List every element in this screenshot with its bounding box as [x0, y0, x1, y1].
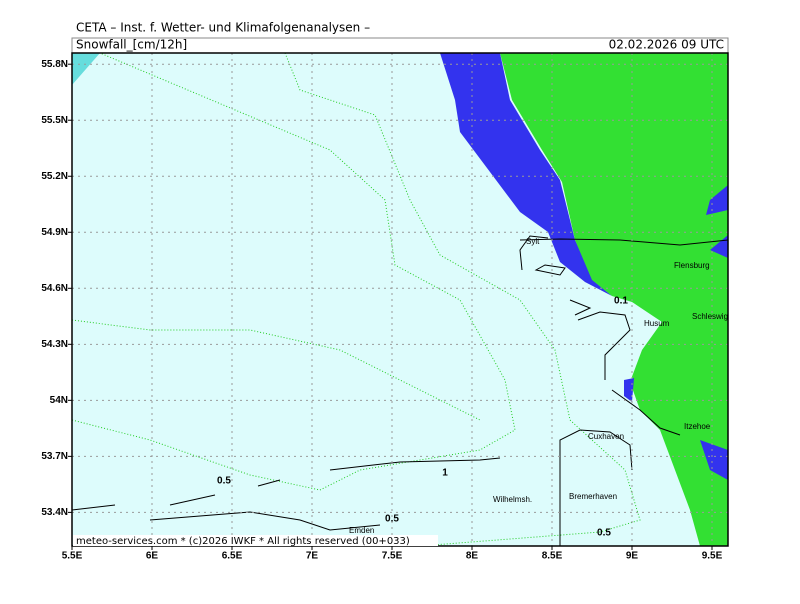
y-tick-label: 54.6N — [41, 283, 68, 294]
place-label: Schleswig — [692, 312, 728, 321]
river — [611, 389, 681, 436]
x-tick-label: 7E — [306, 551, 319, 562]
unmodelled-water — [440, 53, 612, 296]
y-tick-label: 55.8N — [41, 59, 68, 70]
border-line — [519, 238, 728, 246]
header-title: CETA – Inst. f. Wetter- und Klimafolgena… — [76, 21, 370, 35]
y-tick-label: 55.5N — [41, 115, 68, 126]
place-label: Cuxhaven — [588, 432, 624, 441]
contour-label: 0.1 — [614, 296, 628, 307]
place-label: Itzehoe — [684, 422, 711, 431]
x-tick-label: 7.5E — [382, 551, 403, 562]
x-tick-label: 8.5E — [542, 551, 563, 562]
contour-label: 0.5 — [217, 476, 231, 487]
x-tick-label: 8E — [466, 551, 479, 562]
place-label: Wilhelmsh. — [493, 495, 532, 504]
place-label: Husum — [644, 319, 670, 328]
y-tick-label: 54.3N — [41, 339, 68, 350]
snow-band-dark — [72, 53, 516, 491]
place-label: Sylt — [526, 237, 540, 246]
valid-time: 02.02.2026 09 UTC — [609, 38, 724, 52]
contour-label: 1 — [442, 468, 448, 479]
unmodelled-water — [700, 440, 728, 480]
parameter-label: Snowfall_[cm/12h] — [76, 38, 187, 52]
x-tick-label: 5.5E — [62, 551, 83, 562]
x-tick-label: 6E — [146, 551, 159, 562]
x-tick-label: 6.5E — [222, 551, 243, 562]
coastline — [519, 235, 566, 276]
y-tick-label: 53.7N — [41, 451, 68, 462]
place-label: Emden — [349, 526, 374, 535]
place-label: Flensburg — [674, 261, 710, 270]
y-tick-label: 55.2N — [41, 171, 68, 182]
y-tick-label: 53.4N — [41, 507, 68, 518]
coastline — [72, 299, 633, 546]
place-label: Bremerhaven — [569, 492, 617, 501]
footer: meteo-services.com * (c)2026 IWKF * All … — [76, 536, 410, 547]
y-tick-label: 54N — [50, 395, 68, 406]
snow-band-darkest — [72, 53, 100, 85]
land — [500, 53, 728, 546]
x-tick-label: 9.5E — [702, 551, 723, 562]
map-area — [72, 53, 728, 546]
grid — [72, 53, 728, 546]
contour-label: 0.5 — [385, 514, 399, 525]
contour-label: 0.5 — [597, 528, 611, 539]
y-tick-label: 54.9N — [41, 227, 68, 238]
x-tick-label: 9E — [626, 551, 639, 562]
footer-box — [73, 535, 438, 546]
